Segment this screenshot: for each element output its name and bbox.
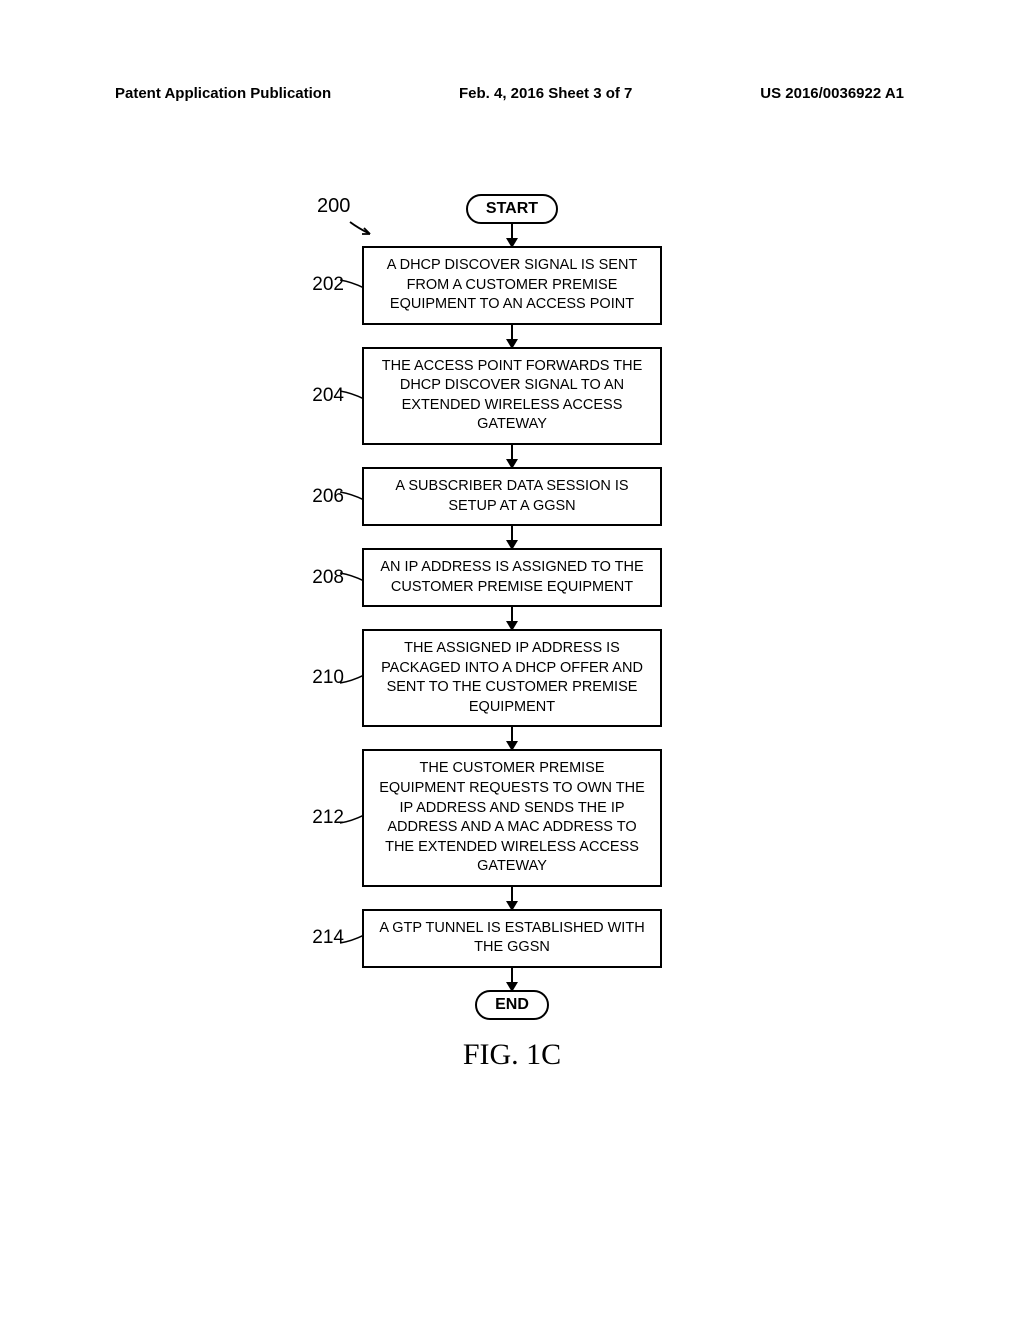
header-date-sheet: Feb. 4, 2016 Sheet 3 of 7 [459, 85, 632, 102]
flowchart-diagram: START 202 A DHCP DISCOVER SIGNAL IS SENT… [0, 180, 1024, 1072]
leader-line-icon [340, 811, 364, 825]
process-212: THE CUSTOMER PREMISE EQUIPMENT REQUESTS … [362, 749, 662, 886]
flow-arrow [511, 526, 513, 548]
step-row-206: 206 A SUBSCRIBER DATA SESSION IS SETUP A… [362, 467, 662, 526]
leader-line-icon [340, 931, 364, 945]
flow-arrow [511, 325, 513, 347]
leader-line-icon [340, 571, 364, 585]
step-row-202: 202 A DHCP DISCOVER SIGNAL IS SENT FROM … [362, 246, 662, 325]
step-row-210: 210 THE ASSIGNED IP ADDRESS IS PACKAGED … [362, 629, 662, 727]
process-214: A GTP TUNNEL IS ESTABLISHED WITH THE GGS… [362, 909, 662, 968]
process-206: A SUBSCRIBER DATA SESSION IS SETUP AT A … [362, 467, 662, 526]
step-row-208: 208 AN IP ADDRESS IS ASSIGNED TO THE CUS… [362, 548, 662, 607]
header-publication: Patent Application Publication [115, 85, 331, 102]
process-210: THE ASSIGNED IP ADDRESS IS PACKAGED INTO… [362, 629, 662, 727]
leader-line-icon [340, 389, 364, 403]
flow-arrow [511, 968, 513, 990]
header-doc-number: US 2016/0036922 A1 [760, 85, 904, 102]
figure-caption: FIG. 1C [463, 1038, 561, 1072]
flowchart: START 202 A DHCP DISCOVER SIGNAL IS SENT… [362, 180, 662, 1072]
leader-line-icon [340, 490, 364, 504]
flow-arrow [511, 224, 513, 246]
process-202: A DHCP DISCOVER SIGNAL IS SENT FROM A CU… [362, 246, 662, 325]
process-204: THE ACCESS POINT FORWARDS THE DHCP DISCO… [362, 347, 662, 445]
leader-line-icon [340, 278, 364, 292]
flow-arrow [511, 607, 513, 629]
flow-arrow [511, 887, 513, 909]
flow-arrow [511, 445, 513, 467]
terminal-start: START [466, 194, 558, 224]
process-208: AN IP ADDRESS IS ASSIGNED TO THE CUSTOME… [362, 548, 662, 607]
step-row-214: 214 A GTP TUNNEL IS ESTABLISHED WITH THE… [362, 909, 662, 968]
step-row-212: 212 THE CUSTOMER PREMISE EQUIPMENT REQUE… [362, 749, 662, 886]
page-header: Patent Application Publication Feb. 4, 2… [0, 85, 1024, 102]
flow-arrow [511, 727, 513, 749]
terminal-end: END [475, 990, 549, 1020]
leader-line-icon [340, 671, 364, 685]
step-row-204: 204 THE ACCESS POINT FORWARDS THE DHCP D… [362, 347, 662, 445]
